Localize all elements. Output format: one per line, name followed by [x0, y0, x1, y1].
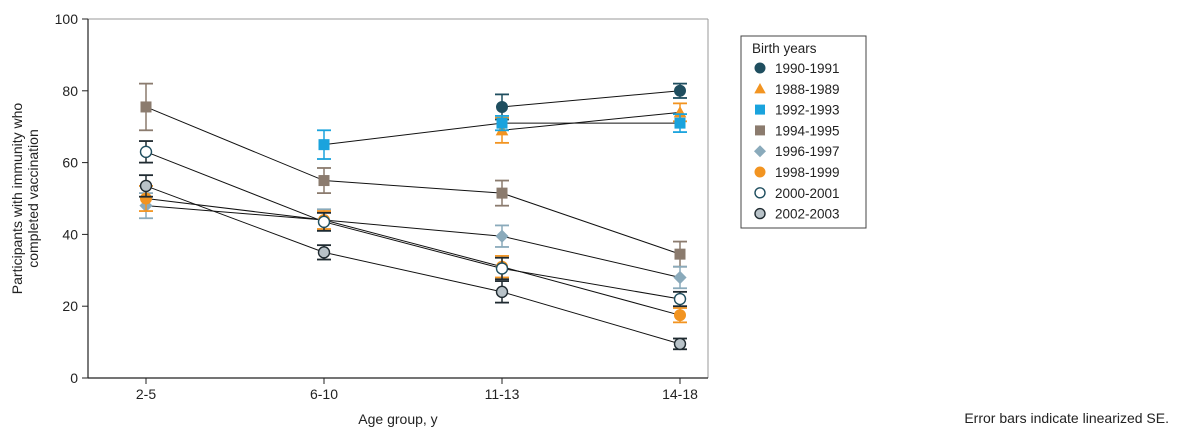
legend-label: 1996-1997: [775, 144, 840, 159]
legend-label: 1994-1995: [775, 123, 840, 138]
error-bar-note: Error bars indicate linearized SE.: [964, 410, 1169, 426]
legend-label: 1988-1989: [775, 82, 840, 97]
legend-label: 1998-1999: [775, 165, 840, 180]
data-point: [495, 262, 509, 275]
data-point: [495, 229, 509, 243]
legend-marker: [754, 83, 766, 94]
series-line: [145, 198, 681, 316]
series-line: [145, 185, 681, 345]
y-tick-label: 0: [70, 370, 78, 386]
data-point: [495, 285, 509, 299]
y-tick-label: 100: [55, 11, 79, 27]
series-points-1992-1993: [317, 113, 687, 160]
data-point: [317, 215, 331, 229]
series-2000-2001: [145, 151, 681, 300]
y-axis-label-line: Participants with immunity who: [9, 103, 25, 295]
legend-marker: [754, 166, 766, 178]
y-tick-label: 80: [62, 83, 78, 99]
data-point: [673, 270, 687, 285]
series-1988-1989: [501, 111, 681, 131]
series-1996-1997: [145, 205, 681, 278]
data-point: [674, 117, 686, 129]
legend-marker: [754, 145, 766, 158]
legend-item: 1998-1999: [754, 165, 840, 180]
legend-item: 1996-1997: [754, 144, 840, 159]
legend-marker: [755, 125, 765, 136]
legend-item: 1990-1991: [754, 61, 840, 76]
series-points-2000-2001: [139, 140, 687, 308]
legend-label: 1990-1991: [775, 61, 840, 76]
series-line: [501, 90, 681, 108]
series-1990-1991: [501, 90, 681, 108]
data-point: [318, 175, 330, 187]
data-point: [674, 248, 686, 260]
legend-title: Birth years: [752, 41, 817, 56]
legend-marker: [754, 62, 766, 74]
series-2002-2003: [145, 185, 681, 345]
legend-item: 1994-1995: [755, 123, 840, 138]
legend-marker: [754, 207, 766, 220]
y-axis-label-line: completed vaccination: [25, 129, 41, 268]
data-point: [673, 292, 687, 306]
y-tick-label: 20: [62, 298, 78, 314]
legend-item: 2002-2003: [754, 207, 840, 222]
series-1994-1995: [145, 106, 681, 255]
legend-item: 1988-1989: [754, 82, 840, 97]
series-points-1994-1995: [139, 82, 687, 268]
series-line: [145, 151, 681, 300]
y-tick-label: 40: [62, 226, 78, 242]
x-tick-label: 2-5: [136, 386, 156, 402]
legend-item: 2000-2001: [754, 186, 840, 201]
x-tick-label: 14-18: [662, 386, 698, 402]
legend-marker: [755, 104, 765, 115]
series-line: [145, 205, 681, 278]
data-point: [496, 117, 508, 129]
data-point: [674, 309, 686, 322]
legend-label: 2000-2001: [775, 186, 840, 201]
legend-marker: [754, 187, 766, 199]
data-point: [673, 337, 687, 351]
legend-item: 1992-1993: [755, 103, 840, 118]
data-point: [139, 145, 153, 159]
axes: 0 20 40 60 80 100 2-5 6-10 11-13 14-18 Age group, …: [9, 11, 709, 427]
y-tick-label: 60: [62, 155, 78, 171]
legend-label: 2002-2003: [775, 207, 840, 222]
data-point: [139, 179, 153, 193]
series-points-1998-1999: [139, 185, 687, 324]
data-point: [317, 246, 331, 259]
y-axis-label: Participants with immunity whocompleted …: [9, 103, 41, 295]
series-1998-1999: [145, 198, 681, 316]
data-point: [496, 187, 508, 199]
x-tick-label: 6-10: [310, 386, 338, 402]
data-point: [318, 139, 330, 151]
series-layer: [139, 82, 687, 351]
series-line: [501, 111, 681, 131]
legend-label: 1992-1993: [775, 103, 840, 118]
legend: Birth years 1990-1991 1988-1989 1992-1993 19…: [740, 35, 867, 229]
series-points-2002-2003: [139, 174, 687, 351]
series-line: [145, 106, 681, 255]
data-point: [140, 101, 152, 113]
data-point: [496, 100, 508, 113]
x-tick-label: 11-13: [485, 386, 520, 402]
data-point: [674, 84, 686, 97]
x-axis-label: Age group, y: [358, 411, 437, 427]
